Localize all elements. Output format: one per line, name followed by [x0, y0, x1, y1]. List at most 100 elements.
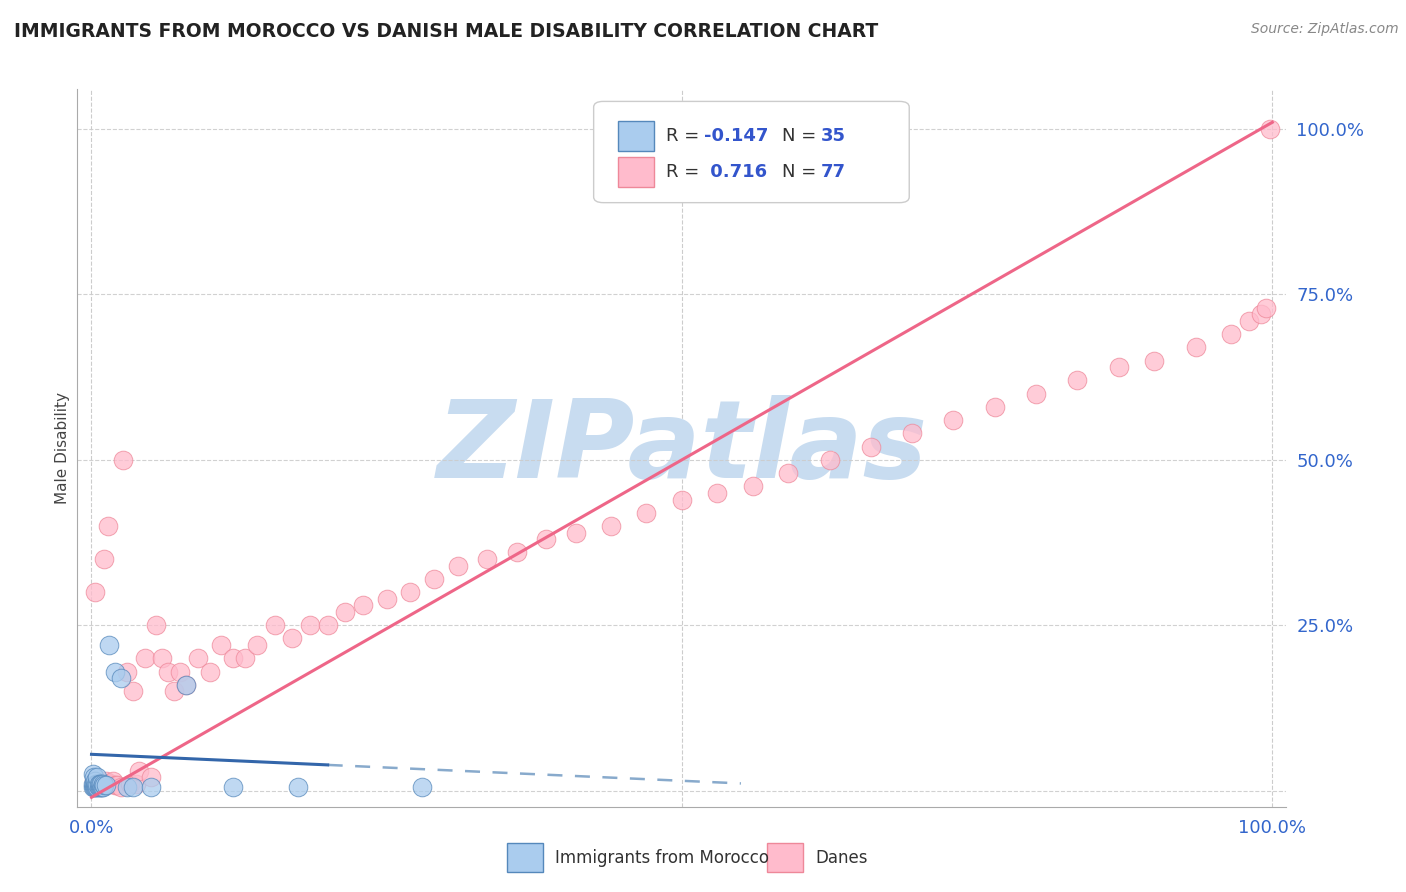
Point	[778, 466, 800, 480]
Bar	[506, 843, 543, 871]
Point	[84, 585, 107, 599]
Y-axis label: Male Disability: Male Disability	[55, 392, 70, 504]
Point	[83, 771, 105, 785]
Point	[98, 638, 121, 652]
Point	[169, 665, 191, 679]
Point	[233, 651, 256, 665]
Text: R =: R =	[666, 127, 706, 145]
Point	[86, 771, 108, 785]
Point	[89, 780, 111, 795]
Bar	[617, 157, 654, 186]
Text: N =: N =	[782, 162, 823, 181]
Point	[150, 651, 173, 665]
Point	[97, 519, 120, 533]
Point	[263, 618, 285, 632]
Point	[94, 773, 117, 788]
Point	[86, 779, 108, 793]
Text: Source: ZipAtlas.com: Source: ZipAtlas.com	[1251, 22, 1399, 37]
Point	[859, 440, 882, 454]
Point	[84, 777, 107, 791]
Text: R =: R =	[666, 162, 706, 181]
Point	[91, 777, 114, 791]
Point	[534, 533, 557, 547]
Point	[174, 678, 197, 692]
Point	[222, 651, 245, 665]
Point	[1108, 360, 1130, 375]
Point	[942, 413, 965, 427]
Text: 35: 35	[821, 127, 846, 145]
Point	[87, 777, 110, 791]
Text: Immigrants from Morocco: Immigrants from Morocco	[555, 848, 769, 866]
Point	[84, 780, 107, 795]
Point	[90, 777, 112, 791]
Point	[112, 452, 135, 467]
Point	[636, 506, 658, 520]
Point	[107, 779, 129, 793]
Point	[1237, 314, 1260, 328]
Point	[174, 678, 197, 692]
Point	[84, 773, 107, 788]
Text: 77: 77	[821, 162, 846, 181]
Point	[446, 558, 468, 573]
Point	[1143, 353, 1166, 368]
Point	[104, 779, 127, 793]
Point	[287, 780, 309, 795]
Point	[157, 665, 180, 679]
Point	[120, 777, 142, 791]
Point	[93, 552, 115, 566]
Point	[984, 400, 1007, 414]
Point	[423, 572, 446, 586]
Point	[87, 780, 110, 795]
Point	[600, 519, 623, 533]
Point	[86, 780, 108, 795]
Point	[901, 426, 924, 441]
Bar	[766, 843, 803, 871]
Point	[316, 618, 339, 632]
Point	[1258, 122, 1281, 136]
Point	[84, 777, 107, 791]
Point	[91, 777, 114, 791]
Text: -0.147: -0.147	[703, 127, 768, 145]
Point	[1025, 386, 1047, 401]
Point	[139, 771, 162, 785]
Point	[335, 605, 357, 619]
Bar	[617, 120, 654, 151]
Point	[298, 618, 321, 632]
Point	[121, 780, 143, 795]
Point	[110, 671, 132, 685]
Point	[1256, 301, 1278, 315]
Point	[352, 599, 374, 613]
Point	[818, 452, 841, 467]
Point	[564, 525, 586, 540]
Point	[115, 780, 138, 795]
Text: Danes: Danes	[815, 848, 868, 866]
Point	[246, 638, 269, 652]
Text: ZIPatlas: ZIPatlas	[436, 395, 928, 501]
Point	[741, 479, 763, 493]
Point	[100, 777, 122, 791]
Text: 0.716: 0.716	[703, 162, 766, 181]
Point	[121, 684, 143, 698]
Point	[222, 780, 245, 795]
Point	[84, 777, 107, 791]
Point	[671, 492, 693, 507]
Point	[90, 777, 112, 791]
Text: N =: N =	[782, 127, 823, 145]
Point	[104, 665, 127, 679]
Point	[83, 780, 105, 795]
Point	[411, 780, 433, 795]
Point	[84, 780, 107, 795]
Point	[1066, 373, 1088, 387]
Point	[115, 665, 138, 679]
Point	[93, 779, 115, 793]
Point	[125, 777, 148, 791]
Point	[145, 618, 167, 632]
Point	[399, 585, 422, 599]
Point	[91, 777, 114, 791]
Point	[82, 780, 104, 795]
Point	[134, 651, 156, 665]
Point	[84, 776, 107, 790]
Point	[82, 777, 104, 791]
Point	[89, 777, 111, 791]
Text: IMMIGRANTS FROM MOROCCO VS DANISH MALE DISABILITY CORRELATION CHART: IMMIGRANTS FROM MOROCCO VS DANISH MALE D…	[14, 22, 879, 41]
